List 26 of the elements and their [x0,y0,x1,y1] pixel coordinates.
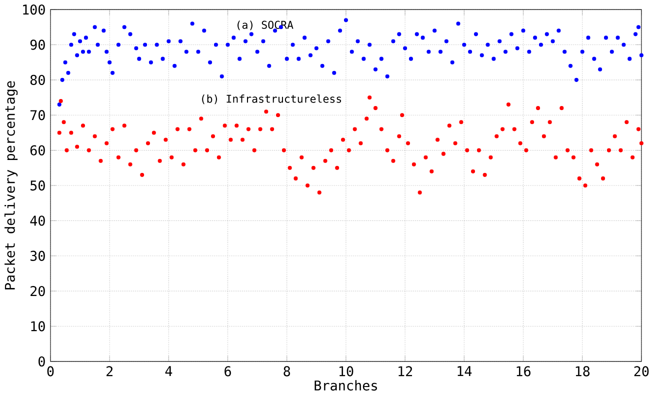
y-tick-label: 40 [30,216,45,226]
x-tick-label: 18 [576,366,590,376]
x-tick-label: 0 [47,366,54,376]
y-tick-label: 10 [31,321,45,332]
series-label: (b) Infrastructureless [202,94,342,104]
y-tick-label: 60 [30,145,45,156]
y-tick-label: 70 [30,110,45,120]
x-tick-label: 4 [165,366,172,376]
y-tick-label: 100 [23,4,45,15]
y-tick-label: 0 [38,356,45,366]
y-tick-label: 20 [30,286,45,296]
y-tick-label: 90 [30,40,45,50]
x-tick-label: 2 [106,366,112,376]
x-tick-label: 20 [634,366,649,376]
y-tick-label: 80 [30,74,45,85]
x-tick-label: 10 [340,366,354,376]
x-tick-label: 8 [284,366,290,376]
y-axis-title: Packet delivery percentage [4,81,18,290]
y-tick-label: 50 [30,180,45,191]
y-tick-label: 30 [30,250,45,261]
x-tick-label: 6 [224,366,231,376]
x-tick-label: 14 [458,366,472,376]
x-axis-title: Branches [314,380,377,391]
series-label: (a) SOCRA [238,20,294,30]
x-tick-label: 12 [398,366,412,376]
x-tick-label: 16 [516,366,530,376]
